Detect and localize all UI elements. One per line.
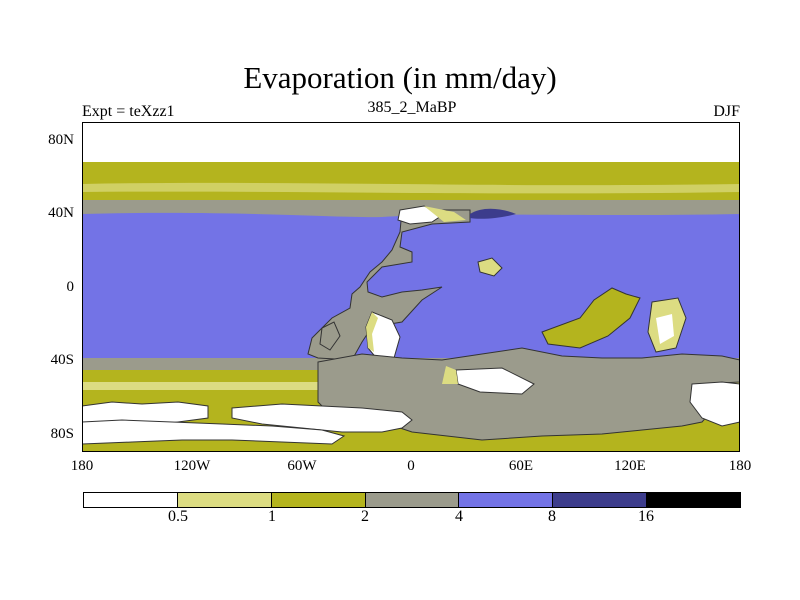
colorbar-swatch-6	[553, 493, 648, 507]
continent-south-c	[541, 287, 641, 349]
y-tick-80n: 80N	[48, 132, 74, 148]
colorbar-label-8: 8	[548, 508, 556, 525]
continent-south-a-edge	[366, 312, 378, 352]
south-white-block-4	[689, 381, 740, 427]
continent-north	[307, 209, 471, 361]
colorbar-swatch-5	[459, 493, 554, 507]
colorbar-label-16: 16	[638, 508, 654, 525]
colorbar-swatch-4	[365, 493, 460, 507]
y-tick-80s: 80S	[50, 426, 74, 442]
southern-white-patch-2	[442, 366, 458, 384]
y-tick-40n: 40N	[48, 205, 74, 221]
experiment-label: Expt = teXzz1	[82, 103, 175, 120]
colorbar-label-2: 2	[361, 508, 369, 525]
colorbar-label-1: 1	[268, 508, 276, 525]
plot-title: Evaporation (in mm/day)	[243, 60, 557, 95]
desert-north-2	[424, 206, 466, 222]
x-tick-60w: 60W	[287, 458, 317, 474]
south-white-block-3	[82, 419, 346, 445]
colorbar-swatch-2	[177, 493, 272, 507]
band-polar-north	[82, 122, 740, 162]
band-tropical-ocean	[82, 212, 740, 358]
island-north	[477, 257, 503, 277]
x-tick-120e: 120E	[614, 458, 646, 474]
evaporation-map	[82, 122, 740, 452]
colorbar-swatch-7	[647, 493, 741, 507]
continent-south-d-white	[656, 314, 674, 344]
experiment-subtitle: 385_2_MaBP	[367, 99, 457, 116]
colorbar-swatch-3	[271, 493, 366, 507]
x-tick-120w: 120W	[173, 458, 211, 474]
colorbar-label-4: 4	[455, 508, 463, 525]
continent-south-b	[319, 321, 341, 351]
season-label: DJF	[713, 103, 740, 120]
x-tick-60e: 60E	[508, 458, 534, 474]
x-tick-180w: 180	[70, 458, 94, 474]
north-light-streak	[82, 182, 740, 194]
south-white-block-2	[231, 403, 413, 433]
x-tick-0: 0	[407, 458, 415, 474]
colorbar-swatch-1	[84, 493, 178, 507]
colorbar-label-0-5: 0.5	[168, 508, 188, 525]
y-tick-40s: 40S	[50, 352, 74, 368]
band-subpolar-north	[82, 162, 740, 200]
map-frame	[82, 122, 740, 452]
colorbar	[83, 492, 741, 508]
x-tick-180e: 180	[728, 458, 752, 474]
dark-evap-spot	[470, 208, 516, 219]
y-tick-0: 0	[66, 279, 75, 295]
